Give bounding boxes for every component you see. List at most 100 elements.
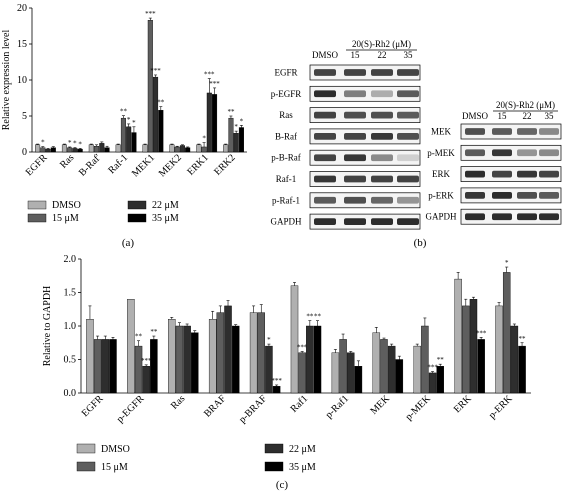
bar — [502, 272, 511, 394]
legend-label: 15 μM — [52, 213, 79, 224]
blot-band — [539, 213, 559, 221]
legend-swatch — [76, 461, 96, 472]
blot-band — [517, 149, 537, 157]
y-tick-label: 10 — [17, 75, 27, 86]
blot-row-label: B-Raf — [275, 131, 297, 141]
y-tick-label: 1.5 — [64, 288, 77, 299]
y-tick-label: 1.0 — [64, 321, 77, 332]
blot-band — [344, 196, 366, 204]
blot-band — [344, 90, 366, 98]
bar — [93, 339, 102, 394]
blot-band — [397, 175, 419, 183]
blot-band — [371, 90, 393, 98]
panel-label-c: (c) — [276, 479, 289, 491]
blot-band — [517, 192, 537, 199]
significance-label: * — [267, 336, 271, 344]
blot-left-panel: DMSO 20(S)-Rh2 (μM)15 22 35 EGFR p-EGFR Ras B-R… — [270, 39, 421, 230]
significance-label: *** — [476, 329, 487, 337]
x-tick-label: p-MEK — [403, 393, 433, 423]
blot-row-label: p-B-Raf — [271, 153, 301, 163]
blot-band — [344, 111, 366, 119]
significance-label: * — [234, 123, 238, 131]
blot-band — [539, 192, 559, 199]
blot-header-dmso: DMSO — [312, 50, 339, 60]
legend-swatch — [27, 213, 47, 223]
x-tick-label: p-BRAF — [237, 393, 269, 425]
significance-label: ** — [314, 313, 322, 321]
y-tick-label: 5 — [22, 111, 27, 122]
blot-row-label: p-EGFR — [271, 89, 302, 99]
significance-label: ** — [150, 328, 158, 336]
blot-band — [314, 175, 336, 183]
bar — [208, 319, 217, 394]
significance-label: ** — [135, 333, 143, 341]
blot-row-label: p-MEK — [427, 148, 455, 158]
y-axis-label: Relative to GAPDH — [42, 286, 53, 367]
blot-header-dose: 22 — [523, 111, 532, 121]
bar — [477, 339, 485, 394]
blot-row-label: Raf-1 — [276, 174, 297, 184]
bar — [150, 339, 158, 394]
x-tick-label: p-ERK — [487, 393, 515, 421]
blot-band — [344, 69, 366, 76]
x-tick-label: MEK — [368, 393, 392, 417]
legend-label: DMSO — [52, 200, 81, 211]
bar — [413, 345, 421, 394]
blot-band — [344, 133, 366, 140]
blot-band — [371, 154, 393, 162]
blot-band — [371, 218, 393, 225]
blot-band — [492, 170, 512, 178]
x-tick-label: Ras — [169, 393, 187, 411]
bar — [313, 325, 322, 394]
significance-label: *** — [427, 364, 438, 372]
blot-header-treatment: 20(S)-Rh2 (μM) — [352, 39, 411, 49]
bar — [518, 345, 526, 394]
bar — [257, 312, 265, 394]
bar — [109, 339, 117, 394]
blot-band — [539, 149, 559, 157]
bar — [339, 339, 347, 394]
significance-label: * — [127, 116, 131, 124]
significance-label: ** — [519, 335, 527, 343]
significance-label: ** — [120, 108, 128, 116]
blot-header-dose: 35 — [545, 111, 555, 121]
blot-band — [517, 128, 537, 135]
blot-band — [314, 196, 336, 204]
bar — [265, 345, 273, 394]
blot-band — [492, 128, 512, 135]
blot-band — [314, 218, 336, 225]
bar — [347, 352, 355, 394]
y-tick-label: 2.0 — [64, 254, 77, 265]
blot-band — [397, 133, 419, 140]
blot-band — [539, 170, 559, 178]
bar — [175, 325, 184, 394]
significance-label: *** — [204, 71, 215, 79]
bar — [462, 305, 470, 394]
legend-swatch — [127, 200, 147, 210]
bar — [495, 305, 503, 394]
legend-swatch — [264, 461, 284, 472]
blot-band — [344, 218, 366, 225]
blot-row-label: MEK — [431, 127, 452, 137]
blot-band — [397, 154, 419, 162]
blot-header-dose: 22 — [378, 50, 387, 60]
legend-swatch — [264, 443, 284, 454]
panel-label-a: (a) — [122, 237, 135, 249]
blot-band — [397, 69, 419, 76]
blot-band — [344, 175, 366, 183]
blot-band — [517, 170, 537, 178]
x-tick-label: Raf1 — [289, 393, 311, 415]
blot-band — [465, 170, 485, 178]
blot-band — [465, 192, 485, 199]
blot-band — [314, 154, 336, 162]
blot-band — [465, 149, 485, 157]
legend-label: 35 μM — [289, 462, 316, 473]
significance-label: *** — [150, 67, 161, 75]
bar — [298, 352, 306, 394]
blot-row-label: ERK — [432, 169, 451, 179]
bar — [249, 312, 258, 394]
y-tick-label: 0.0 — [64, 388, 77, 399]
blot-row-label: GAPDH — [425, 212, 457, 222]
significance-label: *** — [297, 343, 308, 351]
